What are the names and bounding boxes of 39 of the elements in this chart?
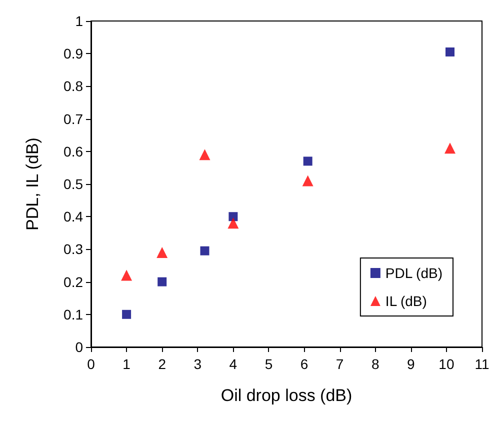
point — [303, 156, 312, 166]
x-tick-label: 10 — [438, 356, 454, 372]
y-tick-label: 0.3 — [64, 241, 84, 258]
point — [228, 218, 239, 229]
legend-label: PDL (dB) — [385, 265, 442, 281]
x-tick-label: 6 — [300, 356, 308, 372]
point — [200, 246, 210, 256]
point — [199, 149, 210, 160]
x-tick-label: 3 — [194, 356, 202, 372]
point — [302, 175, 314, 186]
x-tick-label: 5 — [264, 356, 273, 372]
y-tick-label: 0.2 — [64, 274, 84, 290]
y-tick-label: 0.9 — [64, 46, 84, 62]
x-tick-label: 2 — [158, 356, 166, 372]
x-tick-label: 8 — [371, 356, 380, 372]
x-tick-label: 4 — [229, 356, 238, 372]
y-tick-label: 0.5 — [64, 176, 84, 192]
y-tick-label: 1 — [75, 13, 84, 29]
y-tick-label: 0.6 — [64, 143, 84, 160]
y-tick-label: 0.7 — [64, 110, 84, 127]
x-tick-label: 1 — [122, 356, 131, 372]
x-tick-label: 7 — [336, 356, 344, 372]
y-tick-label: 0 — [75, 339, 84, 355]
x-axis-title: Oil drop loss (dB) — [220, 386, 352, 405]
point — [228, 212, 238, 222]
x-tick-label: 0 — [87, 356, 96, 372]
point — [446, 47, 455, 56]
y-axis-title: PDL, IL (dB) — [23, 138, 42, 230]
point — [156, 246, 168, 258]
point — [121, 270, 132, 281]
y-tick-label: 0.1 — [64, 306, 84, 322]
y-tick-label: 0.8 — [64, 78, 84, 94]
legend-label: IL (dB) — [385, 293, 427, 309]
y-tick-label: 0.4 — [64, 208, 84, 225]
point — [158, 277, 167, 286]
point — [444, 142, 456, 154]
x-tick-label: 9 — [407, 356, 416, 372]
point — [122, 310, 132, 319]
x-tick-label: 11 — [474, 356, 490, 372]
